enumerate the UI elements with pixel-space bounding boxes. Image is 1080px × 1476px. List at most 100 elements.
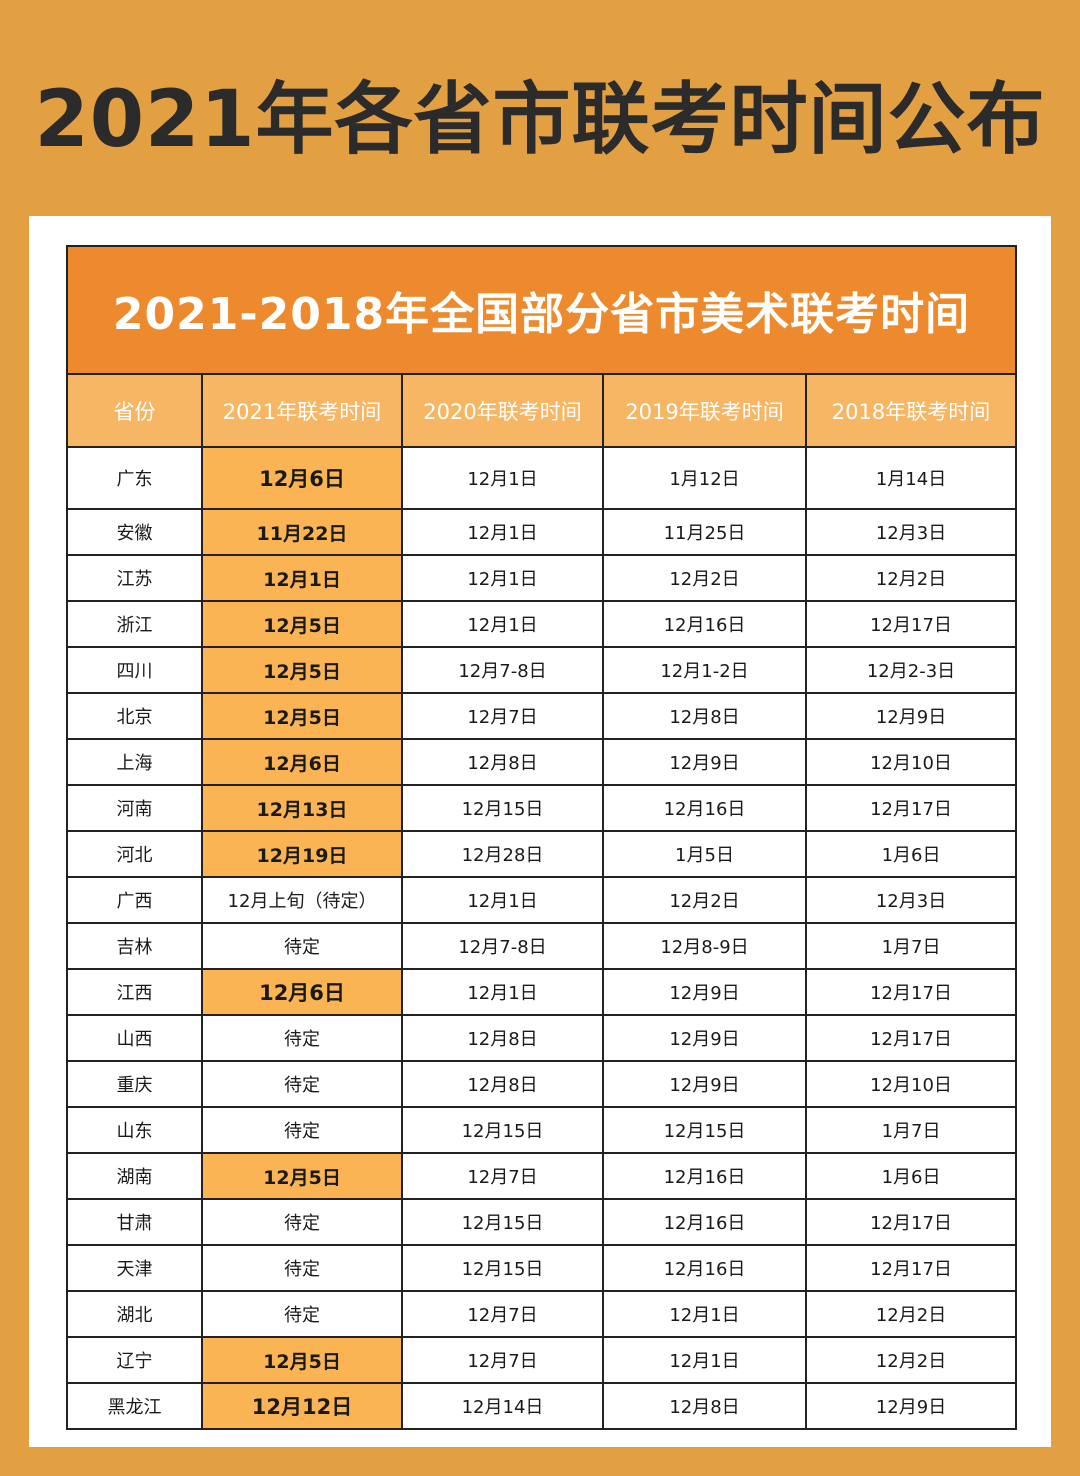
date-2019-cell: 12月1-2日 (602, 646, 807, 694)
date-2019-cell: 12月8-9日 (602, 922, 807, 970)
date-2020-cell: 12月1日 (401, 876, 604, 924)
table-row: 甘肃 待定 12月15日 12月16日 12月17日 (66, 1198, 1018, 1246)
date-2021-cell: 12月6日 (201, 968, 403, 1016)
header-2019: 2019年联考时间 (602, 373, 807, 448)
table-row: 重庆 待定 12月8日 12月9日 12月10日 (66, 1060, 1018, 1108)
province-cell: 黑龙江 (66, 1382, 203, 1430)
table-row: 湖北 待定 12月7日 12月1日 12月2日 (66, 1290, 1018, 1338)
province-cell: 河南 (66, 784, 203, 832)
table-row: 黑龙江 12月12日 12月14日 12月8日 12月9日 (66, 1382, 1018, 1430)
date-2020-cell: 12月1日 (401, 554, 604, 602)
date-2018-cell: 1月6日 (804, 830, 1018, 878)
date-2021-cell: 12月5日 (201, 1152, 403, 1200)
date-2020-cell: 12月15日 (401, 784, 604, 832)
date-2019-cell: 12月16日 (602, 1244, 807, 1292)
province-cell: 重庆 (66, 1060, 203, 1108)
date-2021-cell: 待定 (201, 1198, 403, 1246)
date-2018-cell: 12月17日 (804, 1014, 1018, 1062)
table-row: 江西 12月6日 12月1日 12月9日 12月17日 (66, 968, 1018, 1016)
date-2021-cell: 11月22日 (201, 508, 403, 556)
date-2021-cell: 12月13日 (201, 784, 403, 832)
date-2021-cell: 12月5日 (201, 692, 403, 740)
province-cell: 甘肃 (66, 1198, 203, 1246)
date-2018-cell: 1月7日 (804, 922, 1018, 970)
date-2021-cell: 待定 (201, 1014, 403, 1062)
province-cell: 山西 (66, 1014, 203, 1062)
date-2020-cell: 12月15日 (401, 1198, 604, 1246)
table-row: 吉林 待定 12月7-8日 12月8-9日 1月7日 (66, 922, 1018, 970)
date-2020-cell: 12月8日 (401, 738, 604, 786)
province-cell: 山东 (66, 1106, 203, 1154)
date-2021-cell: 12月6日 (201, 738, 403, 786)
date-2021-cell: 12月5日 (201, 600, 403, 648)
date-2019-cell: 12月1日 (602, 1336, 807, 1384)
header-2018: 2018年联考时间 (804, 373, 1018, 448)
date-2021-cell: 12月6日 (201, 446, 403, 510)
date-2018-cell: 12月9日 (804, 1382, 1018, 1430)
date-2021-cell: 12月上旬（待定） (201, 876, 403, 924)
date-2018-cell: 12月17日 (804, 968, 1018, 1016)
table-row: 山东 待定 12月15日 12月15日 1月7日 (66, 1106, 1018, 1154)
header-province: 省份 (66, 373, 203, 448)
date-2021-cell: 待定 (201, 1290, 403, 1338)
province-cell: 江西 (66, 968, 203, 1016)
date-2020-cell: 12月8日 (401, 1014, 604, 1062)
date-2020-cell: 12月8日 (401, 1060, 604, 1108)
date-2020-cell: 12月7日 (401, 1336, 604, 1384)
date-2020-cell: 12月1日 (401, 600, 604, 648)
date-2019-cell: 12月9日 (602, 1014, 807, 1062)
table-row: 河北 12月19日 12月28日 1月5日 1月6日 (66, 830, 1018, 878)
date-2019-cell: 1月5日 (602, 830, 807, 878)
date-2019-cell: 12月8日 (602, 692, 807, 740)
date-2020-cell: 12月7日 (401, 692, 604, 740)
date-2021-cell: 待定 (201, 1106, 403, 1154)
date-2018-cell: 12月2日 (804, 554, 1018, 602)
table-row: 上海 12月6日 12月8日 12月9日 12月10日 (66, 738, 1018, 786)
date-2018-cell: 12月2日 (804, 1290, 1018, 1338)
table-row: 河南 12月13日 12月15日 12月16日 12月17日 (66, 784, 1018, 832)
date-2018-cell: 12月2日 (804, 1336, 1018, 1384)
province-cell: 江苏 (66, 554, 203, 602)
date-2021-cell: 12月12日 (201, 1382, 403, 1430)
table-row: 江苏 12月1日 12月1日 12月2日 12月2日 (66, 554, 1018, 602)
date-2018-cell: 1月7日 (804, 1106, 1018, 1154)
table-title: 2021-2018年全国部分省市美术联考时间 (65, 245, 1018, 375)
table-row: 广东 12月6日 12月1日 1月12日 1月14日 (66, 446, 1018, 510)
province-cell: 四川 (66, 646, 203, 694)
province-cell: 广西 (66, 876, 203, 924)
date-2018-cell: 12月10日 (804, 1060, 1018, 1108)
date-2020-cell: 12月7-8日 (401, 922, 604, 970)
header-2020: 2020年联考时间 (401, 373, 604, 448)
date-2018-cell: 12月2-3日 (804, 646, 1018, 694)
date-2019-cell: 1月12日 (602, 446, 807, 510)
date-2020-cell: 12月15日 (401, 1244, 604, 1292)
date-2020-cell: 12月7日 (401, 1152, 604, 1200)
table-row: 浙江 12月5日 12月1日 12月16日 12月17日 (66, 600, 1018, 648)
date-2019-cell: 12月8日 (602, 1382, 807, 1430)
province-cell: 安徽 (66, 508, 203, 556)
date-2018-cell: 1月14日 (804, 446, 1018, 510)
province-cell: 辽宁 (66, 1336, 203, 1384)
date-2019-cell: 12月1日 (602, 1290, 807, 1338)
date-2019-cell: 12月16日 (602, 600, 807, 648)
date-2018-cell: 1月6日 (804, 1152, 1018, 1200)
province-cell: 广东 (66, 446, 203, 510)
date-2019-cell: 12月16日 (602, 784, 807, 832)
date-2020-cell: 12月1日 (401, 968, 604, 1016)
date-2018-cell: 12月17日 (804, 600, 1018, 648)
date-2020-cell: 12月15日 (401, 1106, 604, 1154)
table-row: 湖南 12月5日 12月7日 12月16日 1月6日 (66, 1152, 1018, 1200)
date-2018-cell: 12月10日 (804, 738, 1018, 786)
province-cell: 天津 (66, 1244, 203, 1292)
date-2020-cell: 12月7-8日 (401, 646, 604, 694)
table-row: 北京 12月5日 12月7日 12月8日 12月9日 (66, 692, 1018, 740)
table-title-row: 2021-2018年全国部分省市美术联考时间 (65, 245, 1018, 375)
date-2018-cell: 12月17日 (804, 784, 1018, 832)
date-2019-cell: 12月15日 (602, 1106, 807, 1154)
date-2021-cell: 12月5日 (201, 1336, 403, 1384)
table-header-row: 省份 2021年联考时间 2020年联考时间 2019年联考时间 2018年联考… (66, 373, 1018, 448)
province-cell: 吉林 (66, 922, 203, 970)
table-body: 广东 12月6日 12月1日 1月12日 1月14日 安徽 11月22日 12月1日 11月25… (66, 446, 1018, 1430)
date-2020-cell: 12月7日 (401, 1290, 604, 1338)
date-2021-cell: 12月19日 (201, 830, 403, 878)
